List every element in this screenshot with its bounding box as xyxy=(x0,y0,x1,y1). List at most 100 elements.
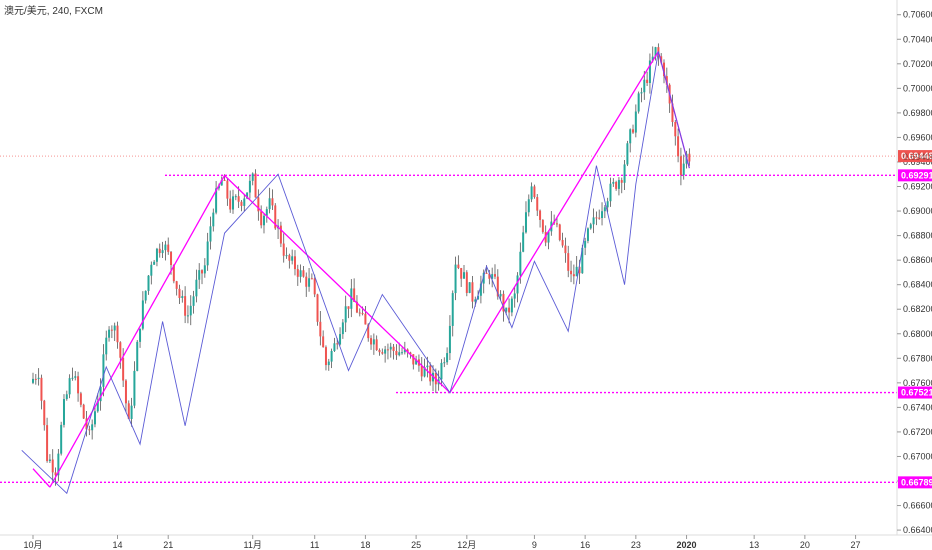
candle-down xyxy=(392,346,395,351)
candle-up xyxy=(102,354,105,387)
x-tick-label: 10月 xyxy=(23,540,42,550)
time-axis[interactable]: 10月 14 21 11月 11 18 25 12月 9 16 23 2020 13 20 27 xyxy=(23,535,861,550)
candle-up xyxy=(606,201,609,208)
candle-down xyxy=(43,400,46,426)
candle-down xyxy=(85,418,88,430)
candle-down xyxy=(508,307,511,313)
candle-up xyxy=(68,378,71,395)
trend-line xyxy=(32,468,51,488)
candle-up xyxy=(592,217,595,225)
candle-up xyxy=(601,211,604,219)
candle-up xyxy=(640,92,643,94)
candle-up xyxy=(440,362,443,380)
candle-up xyxy=(341,322,344,335)
candle-up xyxy=(37,377,40,380)
candle-up xyxy=(195,279,198,297)
candle-up xyxy=(74,376,77,378)
candle-up xyxy=(62,399,65,425)
candle-up xyxy=(285,255,288,257)
candle-down xyxy=(316,294,319,322)
candle-up xyxy=(629,129,632,144)
candle-down xyxy=(615,181,618,189)
candle-down xyxy=(296,269,299,277)
x-tick-label: 27 xyxy=(851,540,861,550)
candle-down xyxy=(541,219,544,232)
candle-down xyxy=(240,201,243,206)
candle-down xyxy=(370,338,373,345)
candle-down xyxy=(465,272,468,293)
candle-up xyxy=(446,353,449,363)
candle-down xyxy=(558,224,561,240)
candle-down xyxy=(282,243,285,256)
candle-up xyxy=(330,350,333,362)
candle-up xyxy=(130,405,133,419)
candle-down xyxy=(116,325,119,343)
candle-down xyxy=(555,223,558,225)
candle-up xyxy=(344,306,347,323)
candle-down xyxy=(679,156,682,175)
candle-up xyxy=(189,305,192,316)
candle-up xyxy=(398,352,401,356)
candle-up xyxy=(246,192,249,199)
candle-down xyxy=(375,339,378,351)
candle-down xyxy=(632,129,635,133)
candle-down xyxy=(674,122,677,137)
candle-up xyxy=(474,299,477,302)
candle-up xyxy=(423,367,426,377)
candle-up xyxy=(609,183,612,202)
candle-down xyxy=(226,180,229,199)
candle-down xyxy=(663,62,666,77)
candle-down xyxy=(395,350,398,356)
price-tags: 0.69448 0.69291 0.67521 0.66789 0.69400 xyxy=(898,150,932,489)
candle-up xyxy=(71,377,74,379)
candle-up xyxy=(144,290,147,301)
y-tick-label: 0.66400 xyxy=(903,525,932,535)
candle-up xyxy=(206,241,209,266)
candle-up xyxy=(108,329,111,338)
candle-up xyxy=(634,111,637,133)
candle-up xyxy=(682,163,685,175)
x-tick-label: 20 xyxy=(800,540,810,550)
candle-up xyxy=(161,250,164,254)
candle-up xyxy=(113,325,116,331)
candle-up xyxy=(468,282,471,293)
candle-down xyxy=(124,380,127,404)
reference-lines xyxy=(0,155,897,484)
candle-up xyxy=(589,224,592,229)
candle-down xyxy=(260,211,263,226)
x-tick-label: 12月 xyxy=(457,540,476,550)
candle-up xyxy=(623,164,626,183)
candle-down xyxy=(293,256,296,270)
candle-up xyxy=(513,293,516,299)
candle-down xyxy=(665,76,668,85)
zigzag-line xyxy=(21,51,690,495)
candle-down xyxy=(223,179,226,181)
candle-down xyxy=(572,274,575,277)
candle-down xyxy=(488,273,491,279)
candle-up xyxy=(99,386,102,402)
candle-down xyxy=(598,217,601,219)
candle-up xyxy=(547,231,550,243)
x-tick-label: 14 xyxy=(113,540,123,550)
candle-down xyxy=(457,264,460,269)
candle-up xyxy=(516,275,519,294)
candle-up xyxy=(65,394,68,400)
candle-down xyxy=(122,357,125,381)
candle-down xyxy=(364,313,367,325)
candle-down xyxy=(254,173,257,198)
candle-down xyxy=(460,268,463,279)
candle-down xyxy=(595,217,598,219)
candle-up xyxy=(403,349,406,353)
candle-down xyxy=(51,459,54,473)
candle-up xyxy=(643,79,646,93)
